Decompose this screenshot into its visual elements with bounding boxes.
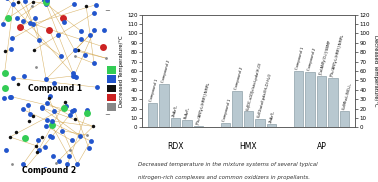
Bar — [317, 76, 326, 127]
Y-axis label: Decreased Temperature/°C: Decreased Temperature/°C — [373, 35, 378, 107]
Bar — [294, 71, 303, 127]
Bar — [244, 111, 253, 127]
Bar — [221, 123, 230, 127]
Bar — [194, 126, 203, 127]
Y-axis label: Decreased Temperature/°C: Decreased Temperature/°C — [119, 35, 124, 107]
Bar — [107, 103, 116, 110]
Bar — [305, 72, 314, 127]
Text: [Pb₂(ANTy)₃(HMF)]·NMPl₄: [Pb₂(ANTy)₃(HMF)]·NMPl₄ — [330, 33, 345, 77]
Text: Compound 1: Compound 1 — [295, 47, 305, 70]
Bar — [160, 84, 169, 127]
Text: [Co(ANTy(O₂)]·SBMP: [Co(ANTy(O₂)]·SBMP — [318, 39, 332, 75]
Text: Compound 1: Compound 1 — [149, 79, 159, 102]
Bar — [232, 91, 242, 127]
Bar — [107, 85, 116, 92]
Text: ~: ~ — [104, 8, 110, 14]
Text: AP: AP — [317, 143, 327, 151]
Bar — [171, 118, 180, 127]
Text: Cu(Mha)₂(NO₂)₂: Cu(Mha)₂(NO₂)₂ — [341, 83, 353, 111]
Text: Cu(l1tato)(pda)(H₂O)·H₂O: Cu(l1tato)(pda)(H₂O)·H₂O — [257, 73, 273, 118]
Text: Compound 1: Compound 1 — [28, 84, 82, 93]
Bar — [107, 66, 116, 74]
Text: Cu[DC‑a1D]olato)₂pda(H₂O): Cu[DC‑a1D]olato)₂pda(H₂O) — [245, 61, 262, 111]
Text: Decreased temperature in the mixture systems of several typical: Decreased temperature in the mixture sys… — [138, 162, 318, 167]
Text: Compound 2: Compound 2 — [23, 166, 77, 175]
Text: HMX: HMX — [240, 143, 257, 151]
Text: ZnAzT₂: ZnAzT₂ — [172, 104, 180, 117]
Text: RDX: RDX — [167, 143, 184, 151]
Text: [Pb₂(ANTy)₃(HMF)]·NMPl₄: [Pb₂(ANTy)₃(HMF)]·NMPl₄ — [195, 81, 211, 125]
Text: Compound 1: Compound 1 — [222, 98, 232, 122]
Bar — [148, 103, 157, 127]
Bar — [340, 111, 349, 127]
Text: Compound 2: Compound 2 — [234, 66, 244, 90]
Text: ~: ~ — [104, 112, 110, 118]
Text: nitrogen-rich complexes and common oxidizers in propellants.: nitrogen-rich complexes and common oxidi… — [138, 175, 310, 180]
Text: Compound 2: Compound 2 — [161, 60, 171, 83]
Bar — [328, 78, 338, 127]
Bar — [267, 124, 276, 127]
Text: Compound 2: Compound 2 — [307, 48, 317, 71]
Bar — [107, 75, 116, 83]
Bar — [107, 94, 116, 101]
Text: ZnAzT₂: ZnAzT₂ — [268, 110, 276, 123]
Text: PbAzT₂: PbAzT₂ — [184, 106, 191, 119]
Bar — [256, 119, 265, 127]
Bar — [183, 120, 192, 127]
